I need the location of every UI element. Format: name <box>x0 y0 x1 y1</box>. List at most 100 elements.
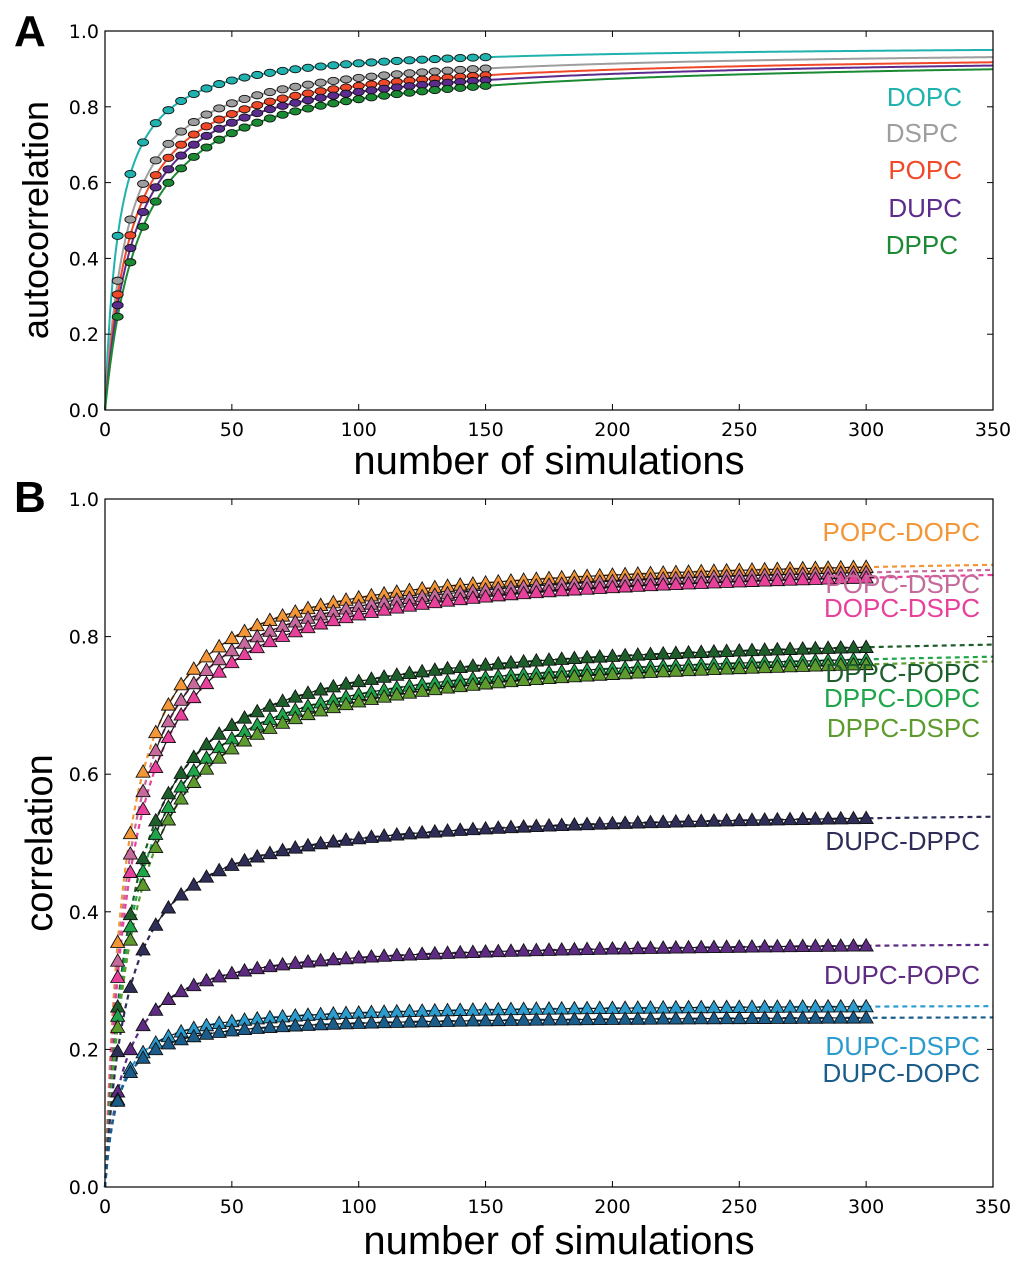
panel-a-point-popc <box>314 87 327 96</box>
panel-b-point-dupc-dppc <box>744 812 760 826</box>
panel-a-point-dppc <box>149 197 162 206</box>
panel-b-point-dopc-dspc <box>300 619 316 634</box>
panel-b-point-popc-dopc <box>122 825 139 840</box>
panel-a-point-dspc <box>466 65 479 74</box>
panel-b-point-dopc-dspc <box>414 596 430 610</box>
panel-a-point-dppc <box>289 107 302 116</box>
panel-b-point-dupc-popc <box>769 938 786 953</box>
panel-b-fit-black-dupc-dppc <box>155 817 867 926</box>
panel-b-point-dopc-dspc <box>591 580 608 594</box>
panel-b-point-popc-dopc <box>198 648 215 663</box>
panel-b-point-dopc-dspc <box>122 864 139 878</box>
panel-b-point-dppc-dspc <box>782 658 798 673</box>
panel-b-point-dupc-dopc <box>338 1015 354 1030</box>
panel-b-point-dopc-dspc <box>718 574 735 588</box>
panel-b-point-dupc-dppc <box>604 815 621 830</box>
panel-b-point-dppc-dspc <box>274 715 291 729</box>
panel-b-point-dopc-dspc <box>465 590 481 604</box>
panel-b-point-popc-dspc <box>224 642 240 657</box>
panel-b-point-popc-dopc <box>147 724 164 739</box>
panel-a-point-dopc <box>251 70 264 80</box>
panel-a-y-axis-title: autocorrelation <box>15 101 56 339</box>
panel-b-ticks: 0 50 100 150 200 250 300 350 0.0 0.2 0.4 0.6 0.8 1.0 <box>69 489 1011 1218</box>
panel-a-point-dspc <box>441 66 454 75</box>
panel-b-point-dupc-dopc <box>680 1010 697 1025</box>
panel-b-point-dupc-dppc <box>452 822 468 836</box>
panel-a-ticks: 0 50 100 150 200 250 300 350 0.0 0.2 0.4 0.6 0.8 1.0 <box>69 21 1011 441</box>
panel-b-point-dupc-dppc <box>325 833 342 848</box>
panel-b-y-tick-label: 0.8 <box>69 627 99 649</box>
panel-b-point-dopc-dspc <box>579 581 595 595</box>
panel-b-point-dupc-dopc <box>769 1010 786 1024</box>
panel-b-point-popc-dspc <box>173 692 189 706</box>
panel-a-point-popc <box>225 109 238 119</box>
panel-a-point-dspc <box>302 80 314 89</box>
panel-b-legend-popc-dspc: POPC-DSPC <box>825 569 980 599</box>
panel-b-point-dopc-dspc <box>287 623 304 638</box>
panel-b-point-dopc-dspc <box>363 604 380 618</box>
panel-b-point-dupc-dppc <box>693 813 710 827</box>
panel-a-point-dopc <box>111 231 124 240</box>
panel-b-point-dppc-popc <box>236 709 253 724</box>
panel-a-point-dspc <box>378 71 391 80</box>
panel-a-point-popc <box>149 171 162 180</box>
panel-a-point-dupc <box>251 109 264 118</box>
panel-b-point-dopc-dspc <box>439 592 456 607</box>
panel-b-x-tick-label: 200 <box>594 1196 630 1218</box>
panel-b-point-dupc-dppc <box>731 812 748 827</box>
panel-b-point-dupc-dopc <box>211 1024 227 1038</box>
panel-b-point-dupc-dppc <box>160 899 177 914</box>
panel-a-point-dppc <box>466 82 479 91</box>
panel-a-point-dspc <box>365 72 378 81</box>
panel-b-point-dupc-dppc <box>312 835 329 850</box>
panel-a-x-tick-label: 100 <box>341 419 377 441</box>
panel-b-point-dppc-dopc <box>122 918 139 933</box>
panel-a-point-dspc <box>111 276 124 285</box>
panel-b-point-dppc-dspc <box>604 666 621 680</box>
panel-b-point-dopc-dspc <box>350 606 367 621</box>
panel-a-point-dopc <box>314 62 327 71</box>
panel-b-point-dopc-dspc <box>655 576 671 591</box>
panel-b-x-tick-label: 300 <box>848 1196 884 1218</box>
panel-b-point-dupc-dppc <box>718 812 735 827</box>
panel-a-point-dppc <box>213 135 226 144</box>
panel-b-point-dopc-dspc <box>680 575 697 590</box>
panel-b-point-dopc-dspc <box>274 628 291 642</box>
panel-a-point-dopc <box>124 169 137 179</box>
panel-b-point-dupc-dppc <box>224 857 240 871</box>
panel-b-point-dppc-popc <box>224 717 240 731</box>
panel-a-y-tick-label: 0.0 <box>69 400 99 422</box>
panel-a-point-dupc <box>137 208 150 217</box>
panel-b-point-dppc-dspc <box>541 670 557 685</box>
panel-b-point-dppc-dspc <box>287 710 304 725</box>
panel-b-point-dupc-popc <box>350 949 367 964</box>
panel-a-legend-dppc: DPPC <box>886 230 958 260</box>
panel-b-legend-popc-dopc: POPC-DOPC <box>823 517 980 547</box>
panel-a-point-dspc <box>213 104 226 113</box>
panel-a-point-dopc <box>365 58 378 67</box>
panel-b-point-dppc-popc <box>845 639 862 654</box>
panel-b-y-tick-label: 0.4 <box>69 902 99 924</box>
panel-b-legend-dppc-dspc: DPPC-DSPC <box>827 713 980 743</box>
panel-a-legend-dupc: DUPC <box>888 193 962 223</box>
panel-a-y-tick-label: 0.6 <box>69 173 99 195</box>
panel-b-point-dupc-popc <box>579 941 595 956</box>
panel-b-point-dppc-dspc <box>224 740 240 755</box>
panel-b-point-dupc-dppc <box>655 814 671 828</box>
panel-b-point-dupc-popc <box>858 937 874 952</box>
panel-a-point-popc <box>302 89 314 98</box>
panel-b-point-dppc-dspc <box>376 689 392 703</box>
panel-b-point-dppc-dspc <box>769 659 786 673</box>
panel-a-x-tick-label: 350 <box>975 419 1011 441</box>
panel-b-point-dppc-dspc <box>731 660 748 675</box>
panel-a-point-dspc <box>403 69 416 78</box>
panel-b-point-popc-dopc <box>186 661 202 675</box>
panel-b-point-dopc-dspc <box>173 706 189 721</box>
panel-b-point-dppc-dspc <box>147 839 164 853</box>
panel-b-point-dupc-popc <box>427 945 443 960</box>
panel-b-point-dupc-dppc <box>858 810 874 824</box>
panel-b-point-popc-dspc <box>160 713 177 728</box>
panel-a-point-dppc <box>428 86 441 95</box>
panel-b-point-dupc-dppc <box>515 818 532 833</box>
panel-b-point-dopc-dspc <box>706 574 722 589</box>
